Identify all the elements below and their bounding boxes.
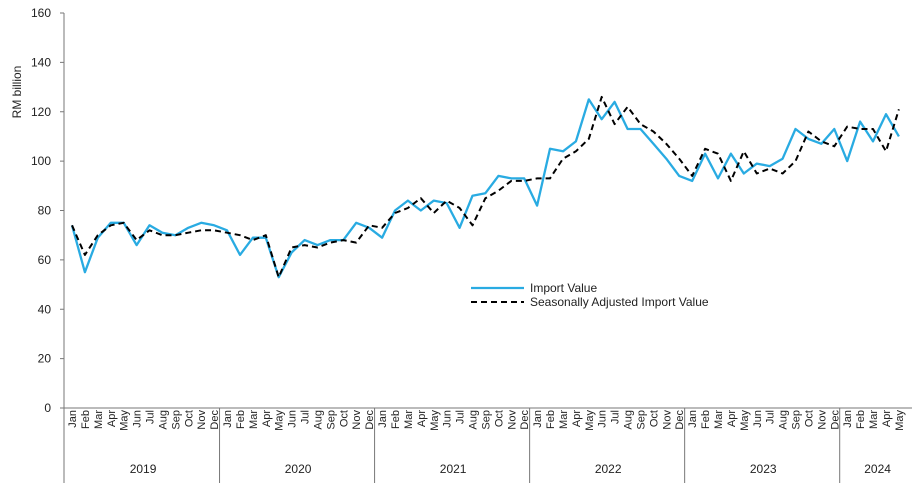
x-tick-label: Sep [170, 410, 182, 430]
y-tick-label: 40 [38, 302, 52, 316]
x-tick-label: Jan [842, 410, 854, 428]
x-tick-label: May [739, 410, 751, 431]
x-tick-label: Apr [261, 410, 273, 427]
y-tick-label: 140 [31, 55, 51, 69]
x-tick-label: Jul [765, 410, 777, 424]
y-tick-label: 120 [31, 105, 51, 119]
x-tick-label: Feb [545, 410, 557, 429]
x-tick-label: Jan [377, 410, 389, 428]
x-tick-label: Mar [868, 410, 880, 429]
x-tick-label: Oct [493, 410, 505, 427]
x-tick-label: Aug [623, 410, 635, 430]
x-tick-label: Apr [106, 410, 118, 427]
x-tick-label: Oct [803, 410, 815, 427]
x-tick-label: Oct [338, 410, 350, 427]
x-tick-label: Apr [726, 410, 738, 427]
x-tick-label: Dec [829, 410, 841, 430]
x-tick-label: Mar [248, 410, 260, 429]
x-tick-label: Nov [351, 410, 363, 430]
x-tick-label: Jul [455, 410, 467, 424]
year-label: 2024 [864, 462, 891, 476]
legend-label-seasonally-adjusted: Seasonally Adjusted Import Value [530, 295, 709, 309]
x-tick-label: Jul [610, 410, 622, 424]
x-tick-label: Apr [416, 410, 428, 427]
x-tick-label: Jan [222, 410, 234, 428]
legend-label-import-value: Import Value [530, 281, 597, 295]
year-label: 2019 [130, 462, 157, 476]
x-tick-label: Feb [80, 410, 92, 429]
x-tick-label: Sep [791, 410, 803, 430]
x-tick-label: Apr [571, 410, 583, 427]
x-tick-label: Apr [881, 410, 893, 427]
y-tick-label: 60 [38, 253, 52, 267]
x-tick-label: Feb [235, 410, 247, 429]
series-lines [70, 95, 900, 279]
x-tick-label: Mar [713, 410, 725, 429]
x-tick-label: Dec [674, 410, 686, 430]
x-tick-label: Aug [157, 410, 169, 430]
y-axis: 0 20 40 60 80 100 120 140 160 [31, 6, 65, 415]
x-tick-label: Sep [635, 410, 647, 430]
x-tick-label: Aug [312, 410, 324, 430]
x-tick-label: Dec [364, 410, 376, 430]
year-label: 2022 [595, 462, 622, 476]
year-label: 2023 [750, 462, 777, 476]
x-tick-label: Jun [442, 410, 454, 428]
x-tick-label: Sep [325, 410, 337, 430]
x-tick-label: Mar [558, 410, 570, 429]
x-tick-label: Feb [390, 410, 402, 429]
x-tick-label: Oct [648, 410, 660, 427]
x-tick-label: Dec [519, 410, 531, 430]
x-tick-label: Mar [93, 410, 105, 429]
series-line-seasonally-adjusted [71, 95, 900, 279]
x-axis: Jan Feb Mar Apr May Jun Jul Aug Sep Oct Nov Dec Jan F… [63, 407, 912, 483]
x-tick-label: Jun [287, 410, 299, 428]
x-tick-label: May [274, 410, 286, 431]
x-tick-label: May [584, 410, 596, 431]
x-tick-label: Oct [183, 410, 195, 427]
x-tick-label: Jan [67, 410, 79, 428]
y-tick-label: 100 [31, 154, 51, 168]
legend: Import Value Seasonally Adjusted Import … [471, 281, 709, 309]
year-label: 2021 [440, 462, 467, 476]
series-line-import-value [70, 98, 900, 279]
x-tick-label: Nov [196, 410, 208, 430]
y-tick-label: 20 [38, 352, 52, 366]
year-label: 2020 [285, 462, 312, 476]
x-tick-label: Jul [145, 410, 157, 424]
x-tick-label: Feb [700, 410, 712, 429]
x-tick-label: Jan [687, 410, 699, 428]
y-axis-label: RM billion [10, 66, 24, 119]
x-tick-label: Jun [752, 410, 764, 428]
y-tick-label: 160 [31, 6, 51, 20]
x-tick-label: Nov [661, 410, 673, 430]
x-tick-label: Feb [855, 410, 867, 429]
x-tick-label: Jun [597, 410, 609, 428]
x-tick-label: Mar [403, 410, 415, 429]
y-tick-label: 0 [44, 401, 51, 415]
y-tick-label: 80 [38, 204, 52, 218]
x-tick-label: Dec [209, 410, 221, 430]
x-tick-label: Jan [532, 410, 544, 428]
x-tick-label: Sep [480, 410, 492, 430]
x-tick-label: Jun [132, 410, 144, 428]
x-tick-label: Jul [300, 410, 312, 424]
x-tick-label: Nov [506, 410, 518, 430]
x-tick-label: May [119, 410, 131, 431]
x-tick-label: May [894, 410, 906, 431]
x-tick-label: May [429, 410, 441, 431]
x-tick-label: Aug [778, 410, 790, 430]
x-tick-label: Nov [816, 410, 828, 430]
x-tick-label: Aug [468, 410, 480, 430]
